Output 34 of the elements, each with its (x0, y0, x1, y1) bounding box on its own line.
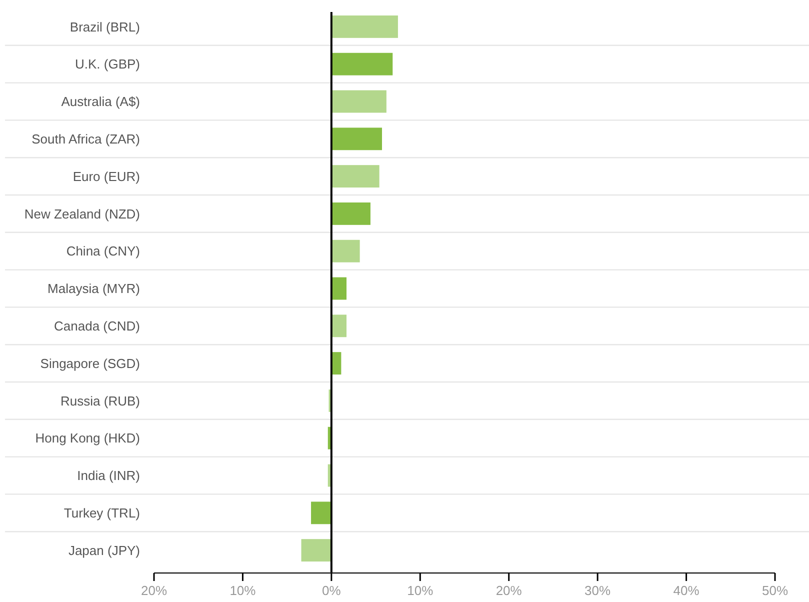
bar (301, 539, 332, 562)
bar (311, 502, 332, 524)
bar (331, 90, 386, 113)
x-tick-label: 20% (496, 583, 522, 598)
y-tick-label: Turkey (TRL) (64, 505, 140, 520)
y-tick-label: Malaysia (MYR) (48, 281, 140, 296)
x-tick-label: 10% (230, 583, 256, 598)
y-tick-label: China (CNY) (66, 244, 140, 259)
bar (331, 15, 398, 38)
bar (331, 277, 347, 300)
x-tick-label: 50% (762, 583, 788, 598)
y-tick-label: Euro (EUR) (72, 168, 140, 184)
y-tick-label: South Africa (ZAR) (32, 131, 140, 146)
bar (331, 202, 370, 225)
bar (331, 240, 360, 262)
y-tick-label: Canada (CND) (54, 318, 140, 334)
x-tick-label: 10% (407, 583, 434, 598)
y-tick-label: Hong Kong (HKD) (35, 430, 140, 446)
x-tick-label: 0% (322, 583, 342, 598)
bar (331, 314, 347, 338)
x-tick-label: 30% (584, 583, 612, 598)
y-tick-label: Russia (RUB) (60, 393, 140, 408)
bar (331, 52, 393, 76)
y-tick-label: Australia (A$) (61, 94, 140, 110)
bar (331, 128, 382, 150)
bar (331, 165, 380, 188)
y-tick-label: Japan (JPY) (68, 542, 140, 558)
y-tick-label: U.K. (GBP) (74, 56, 140, 72)
x-tick-label: 40% (673, 583, 700, 598)
y-tick-label: Singapore (SGD) (40, 356, 140, 371)
x-tick-label: 20% (140, 583, 168, 598)
y-tick-label: India (INR) (77, 468, 140, 484)
y-tick-label: New Zealand (NZD) (24, 206, 140, 222)
y-tick-label: Brazil (BRL) (70, 19, 140, 34)
